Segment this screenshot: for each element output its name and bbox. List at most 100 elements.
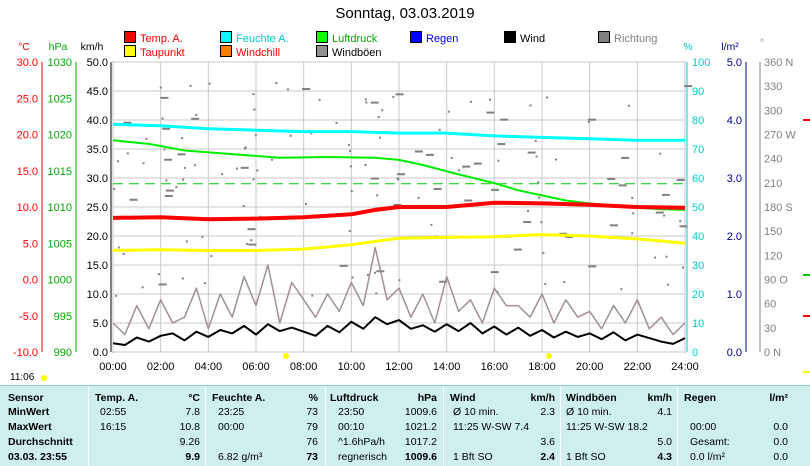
- hum-value: 76: [306, 436, 318, 448]
- rain-tick-label: 4.0: [727, 115, 742, 127]
- direction-mark: [275, 82, 278, 85]
- direction-mark: [414, 150, 423, 153]
- direction-mark: [129, 198, 138, 201]
- direction-mark: [162, 127, 171, 130]
- direction-mark: [364, 98, 367, 101]
- wind-tick-label: 50.0: [87, 57, 108, 69]
- press-time: 00:10: [338, 421, 365, 433]
- direction-mark: [252, 178, 255, 181]
- direction-mark: [115, 294, 118, 297]
- direction-mark: [185, 240, 188, 243]
- direction-mark: [381, 109, 384, 112]
- x-tick-label: 16:00: [481, 361, 509, 373]
- dir-tick-label: 300: [764, 105, 782, 117]
- stats-table: Sensor Temp. A. °C Feuchte A.% Luftdruck hPa W…: [0, 385, 810, 466]
- direction-mark: [163, 148, 166, 151]
- direction-mark: [665, 255, 668, 258]
- direction-mark: [242, 205, 245, 208]
- x-tick-label: 00:00: [99, 361, 127, 373]
- direction-mark: [500, 118, 509, 121]
- temp-unit: °C: [18, 41, 30, 53]
- direction-mark: [473, 162, 482, 165]
- series-temp-a-: [112, 200, 686, 222]
- wind-tick-label: 45.0: [87, 86, 108, 98]
- direction-mark: [256, 169, 259, 172]
- dir-tick-label: 210: [764, 178, 782, 190]
- header-press-unit: hPa: [417, 392, 437, 404]
- direction-mark: [351, 276, 354, 279]
- dir-tick-label: 150: [764, 226, 782, 238]
- legend-item: Temp. A.: [124, 31, 183, 45]
- dir-tick-label: 270 W: [764, 130, 796, 142]
- press-value: 1017.2: [404, 436, 437, 448]
- direction-mark: [609, 224, 618, 227]
- legend-label: Taupunkt: [140, 47, 185, 59]
- direction-mark: [378, 136, 381, 139]
- wind-value: 2.3: [540, 406, 555, 418]
- direction-mark: [684, 85, 693, 88]
- direction-mark: [588, 118, 597, 121]
- direction-mark: [397, 178, 400, 181]
- x-tick-label: 08:00: [290, 361, 318, 373]
- direction-mark: [161, 117, 164, 120]
- gust-time: Ø 10 min.: [566, 406, 612, 418]
- direction-mark: [607, 177, 616, 180]
- x-tick-label: 12:00: [385, 361, 413, 373]
- time-marker-label: 11:06: [10, 372, 35, 383]
- direction-mark: [117, 160, 120, 163]
- header-hum-unit: %: [308, 392, 318, 404]
- direction-mark: [304, 203, 307, 206]
- direction-mark: [417, 196, 420, 199]
- direction-mark: [335, 121, 338, 124]
- direction-mark: [286, 88, 289, 91]
- direction-mark: [588, 265, 597, 268]
- direction-mark: [439, 280, 448, 283]
- legend-item: Luftdruck: [316, 31, 377, 45]
- direction-mark: [177, 153, 186, 156]
- wind-tick-label: 40.0: [87, 115, 108, 127]
- direction-mark: [491, 188, 500, 191]
- direction-mark: [165, 179, 168, 182]
- table-divider: [325, 386, 326, 466]
- hum-unit: %: [683, 41, 692, 53]
- legend-label: Temp. A.: [140, 33, 183, 45]
- series-taupunkt: [112, 233, 686, 252]
- direction-mark: [376, 194, 379, 197]
- x-tick-label: 02:00: [147, 361, 175, 373]
- press-unit: hPa: [49, 41, 68, 53]
- dir-tick-label: 330: [764, 81, 782, 93]
- press-tick-label: 990: [54, 347, 72, 359]
- header-gust: Windböen: [566, 392, 617, 404]
- legend-label: Luftdruck: [332, 33, 378, 45]
- hum-time: 00:00: [218, 421, 245, 433]
- x-tick-label: 20:00: [576, 361, 604, 373]
- legend-swatch: [220, 45, 232, 57]
- direction-mark: [182, 178, 185, 181]
- direction-mark: [123, 121, 132, 124]
- direction-mark: [527, 209, 530, 212]
- hum-value: 73: [306, 451, 318, 463]
- direction-mark: [347, 143, 350, 146]
- direction-mark: [183, 166, 186, 169]
- wind-tick-label: 15.0: [87, 260, 108, 272]
- press-tick-label: 1005: [48, 238, 72, 250]
- legend-item: Richtung: [598, 31, 657, 45]
- direction-mark: [544, 283, 547, 286]
- direction-mark: [631, 232, 634, 235]
- x-tick-label: 10:00: [338, 361, 366, 373]
- hum-tick-label: 100: [692, 57, 710, 69]
- table-divider: [560, 386, 561, 466]
- legend-item: Wind: [504, 31, 545, 45]
- legend-swatch: [316, 45, 328, 57]
- row-label: Durchschnitt: [8, 436, 73, 448]
- legend-swatch: [410, 31, 422, 43]
- rain-tick-label: 1.0: [727, 289, 742, 301]
- press-tick-label: 1025: [48, 93, 72, 105]
- table-divider: [443, 386, 444, 466]
- x-tick-label: 04:00: [195, 361, 223, 373]
- direction-mark: [462, 165, 471, 168]
- dir-tick-label: 120: [764, 250, 782, 262]
- row-label: 03.03. 23:55: [8, 451, 67, 463]
- direction-mark: [191, 117, 200, 120]
- direction-mark: [310, 132, 313, 135]
